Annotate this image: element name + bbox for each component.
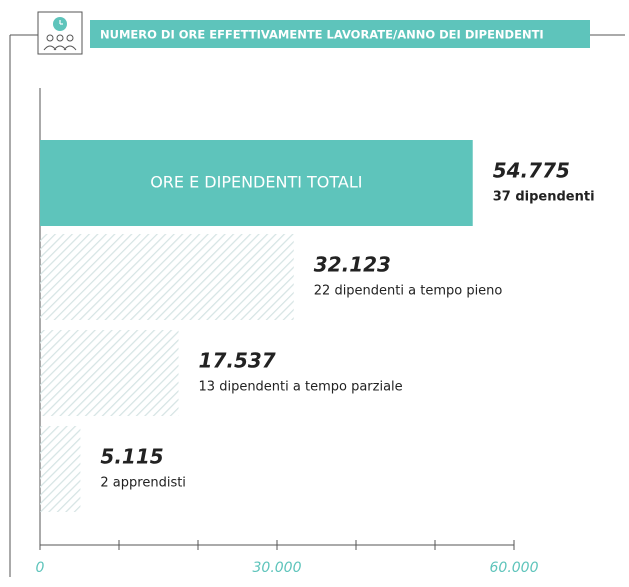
bar <box>40 426 81 512</box>
sublabel: 22 dipendenti a tempo pieno <box>314 284 503 299</box>
sublabel: 37 dipendenti <box>493 190 595 205</box>
value-label: 54.775 <box>493 159 570 183</box>
value-label: 5.115 <box>100 445 163 469</box>
bar-label: ORE E DIPENDENTI TOTALI <box>150 173 362 192</box>
bar <box>40 234 294 320</box>
x-tick-label: 0 <box>36 560 45 576</box>
x-tick-label: 60.000 <box>490 560 539 576</box>
value-label: 17.537 <box>199 349 276 373</box>
chart-title: NUMERO DI ORE EFFETTIVAMENTE LAVORATE/AN… <box>100 28 544 42</box>
bar <box>40 330 179 416</box>
x-tick-label: 30.000 <box>253 560 302 576</box>
title-banner <box>90 20 590 48</box>
icon <box>37 11 83 55</box>
sublabel: 13 dipendenti a tempo parziale <box>199 380 403 395</box>
sublabel: 2 apprendisti <box>100 476 186 491</box>
value-label: 32.123 <box>314 253 391 277</box>
bar <box>40 140 473 226</box>
